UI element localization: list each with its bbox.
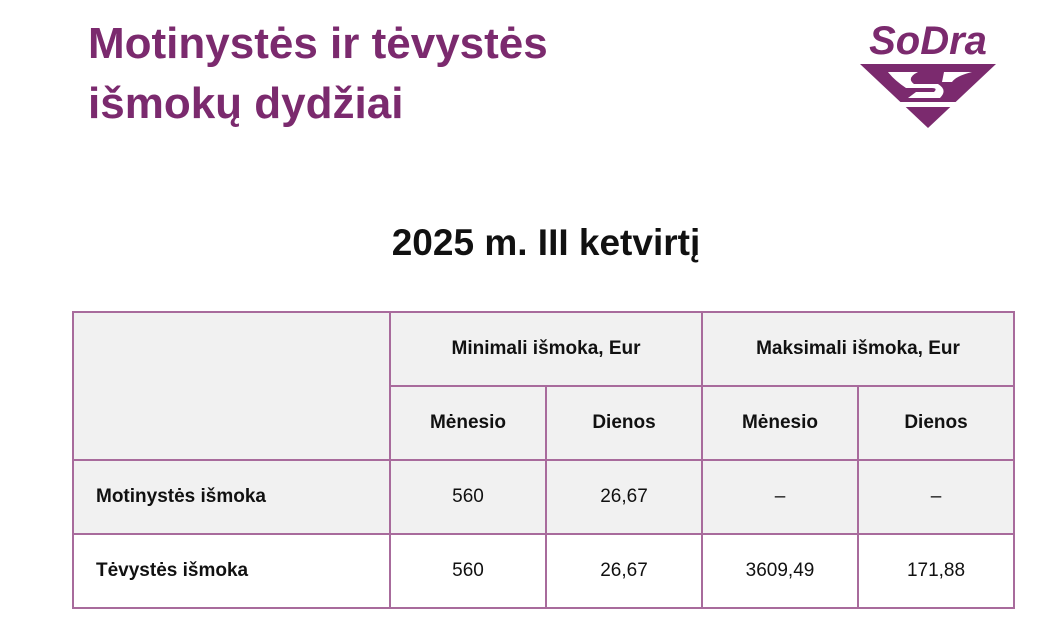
row-label: Tėvystės išmoka <box>72 533 391 609</box>
cell: 560 <box>389 533 547 609</box>
min-benefit-header: Minimali išmoka, Eur <box>389 311 703 387</box>
max-benefit-header: Maksimali išmoka, Eur <box>701 311 1015 387</box>
subheader-month: Mėnesio <box>389 385 547 461</box>
subheader-day: Dienos <box>545 385 703 461</box>
cell: – <box>857 459 1015 535</box>
benefits-table: Minimali išmoka, Eur Maksimali išmoka, E… <box>72 311 1015 609</box>
table-subheader-row: Mėnesio Dienos Mėnesio Dienos <box>73 385 1015 461</box>
table-header-row: Minimali išmoka, Eur Maksimali išmoka, E… <box>72 311 1015 461</box>
table-row: Motinystės išmoka 560 26,67 – – <box>72 459 1015 535</box>
cell: 3609,49 <box>701 533 859 609</box>
cell: 560 <box>389 459 547 535</box>
subheader-day: Dienos <box>857 385 1015 461</box>
row-label: Motinystės išmoka <box>72 459 391 535</box>
sodra-logo: SoDra <box>848 18 1008 130</box>
title-line-2: išmokų dydžiai <box>88 79 404 128</box>
svg-text:SoDra: SoDra <box>869 19 987 63</box>
period-heading: 2025 m. III ketvirtį <box>391 222 701 263</box>
title-line-1: Motinystės ir tėvystės <box>88 19 548 68</box>
table-row: Tėvystės išmoka 560 26,67 3609,49 171,88 <box>72 533 1015 609</box>
empty-header-cell <box>72 311 391 461</box>
cell: 171,88 <box>857 533 1015 609</box>
subheader-month: Mėnesio <box>701 385 859 461</box>
cell: – <box>701 459 859 535</box>
page-title: Motinystės ir tėvystės išmokų dydžiai <box>88 14 548 134</box>
cell: 26,67 <box>545 459 703 535</box>
cell: 26,67 <box>545 533 703 609</box>
